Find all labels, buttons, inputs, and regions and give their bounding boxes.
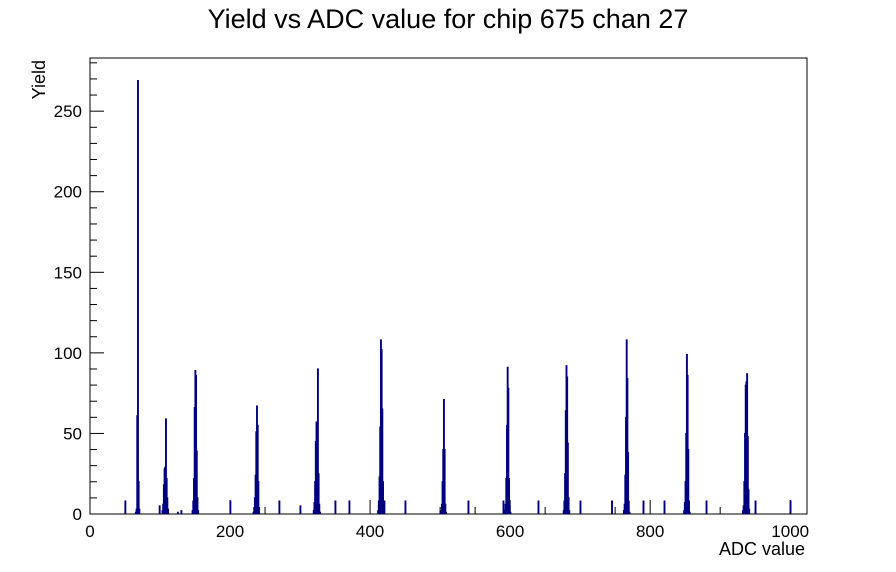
y-tick-label: 100	[54, 344, 82, 363]
x-tick-label: 400	[356, 522, 384, 541]
y-tick-label: 0	[73, 505, 82, 524]
y-axis: 0 50 100 150 200 250	[54, 62, 104, 524]
plot-frame	[89, 57, 808, 515]
y-tick-label: 200	[54, 183, 82, 202]
y-tick-label: 250	[54, 102, 82, 121]
x-tick-label: 1000	[771, 522, 809, 541]
x-tick-label: 200	[216, 522, 244, 541]
x-tick-label: 800	[636, 522, 664, 541]
x-axis-label: ADC value	[719, 539, 805, 559]
y-axis-label: Yield	[29, 60, 49, 99]
x-tick-label: 600	[496, 522, 524, 541]
chart-title: Yield vs ADC value for chip 675 chan 27	[207, 4, 689, 34]
y-tick-label: 50	[63, 424, 82, 443]
histogram-series	[124, 79, 792, 514]
x-tick-label: 0	[85, 522, 94, 541]
y-tick-label: 150	[54, 263, 82, 282]
